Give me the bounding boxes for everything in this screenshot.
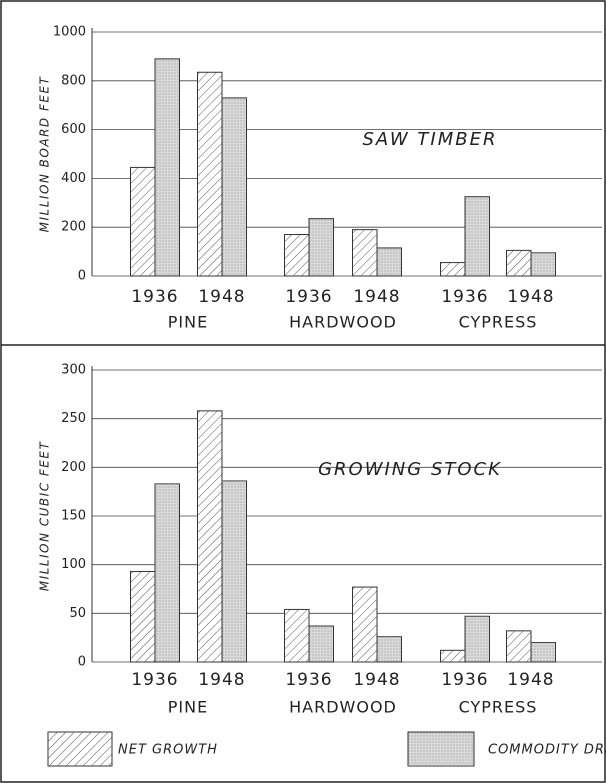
x-tick-label: 1948 [507,670,554,690]
legend-texture [408,732,474,766]
y-tick-label: 200 [61,460,86,475]
legend-label: COMMODITY DRAIN [488,743,606,758]
y-tick-label: 250 [61,411,86,426]
x-tick-label: 1936 [131,287,178,307]
y-tick-label: 200 [61,220,86,235]
y-tick-label: 300 [61,363,86,378]
y-tick-label: 150 [61,509,86,524]
bar-texture [465,616,490,662]
bar-texture [222,97,247,276]
legend-label: NET GROWTH [118,743,218,758]
bar-texture [130,571,155,662]
x-tick-label: 1936 [441,287,488,307]
group-label: PINE [168,313,208,332]
y-axis-label: MILLION CUBIC FEET [38,441,52,592]
y-tick-label: 400 [61,171,86,186]
bar-texture [440,262,465,276]
bar-texture [284,609,309,662]
y-tick-label: 0 [78,655,86,670]
x-tick-label: 1936 [441,670,488,690]
x-tick-label: 1936 [285,670,332,690]
bar-texture [377,636,402,662]
bar-texture [222,480,247,662]
bar-texture [531,642,556,662]
x-tick-label: 1936 [285,287,332,307]
bar-texture [197,410,222,662]
bar-texture [309,218,334,276]
x-tick-label: 1948 [507,287,554,307]
bar-texture [440,650,465,662]
x-tick-label: 1936 [131,670,178,690]
y-tick-label: 800 [61,73,86,88]
y-tick-label: 100 [61,557,86,572]
y-tick-label: 50 [69,606,86,621]
legend-texture [48,732,112,766]
chart-title: SAW TIMBER [362,129,497,150]
group-label: PINE [168,698,208,717]
x-tick-label: 1948 [198,287,245,307]
x-tick-label: 1948 [353,670,400,690]
group-label: HARDWOOD [289,313,397,332]
bar-texture [155,483,180,662]
bar-texture [352,229,377,276]
y-tick-label: 1000 [53,25,86,40]
bar-texture [377,247,402,276]
y-axis-label: MILLION BOARD FEET [38,75,52,232]
bar-texture [531,252,556,276]
bar-texture [506,630,531,662]
bar-texture [352,587,377,662]
bar-texture [506,250,531,276]
bar-texture [155,58,180,277]
y-tick-label: 0 [78,269,86,284]
bar-texture [465,196,490,276]
group-label: CYPRESS [459,698,538,717]
bar-texture [130,167,155,276]
group-label: HARDWOOD [289,698,397,717]
chart-title: GROWING STOCK [318,459,502,480]
y-tick-label: 600 [61,122,86,137]
bar-texture [284,234,309,276]
group-label: CYPRESS [459,313,538,332]
bar-texture [197,72,222,276]
bar-texture [309,625,334,662]
x-tick-label: 1948 [198,670,245,690]
x-tick-label: 1948 [353,287,400,307]
